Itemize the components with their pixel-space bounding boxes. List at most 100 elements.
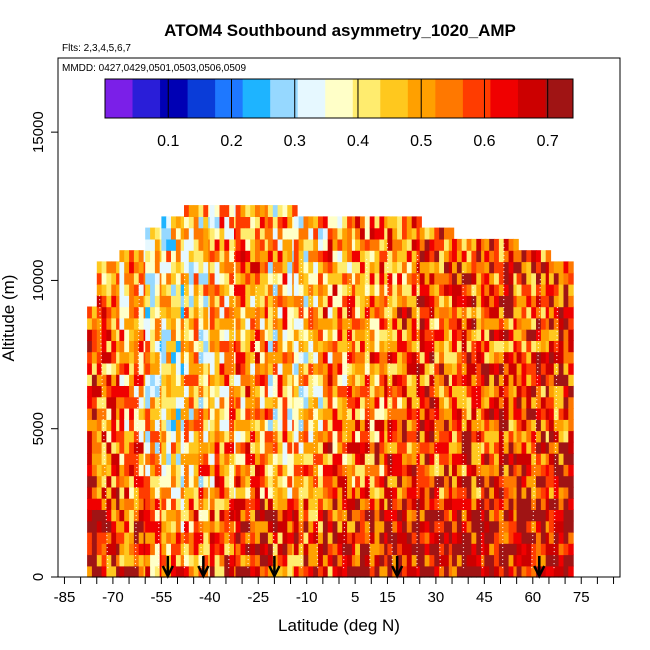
heatmap-cell (203, 453, 209, 465)
heatmap-cell (119, 261, 125, 274)
heatmap-cell (124, 329, 130, 341)
heatmap-cell (374, 295, 380, 308)
heatmap-cell (171, 385, 177, 398)
heatmap-cell (219, 272, 225, 285)
heatmap-cell (419, 374, 426, 386)
heatmap-cell (494, 419, 500, 432)
heatmap-cell (96, 565, 103, 578)
heatmap-cell (277, 520, 283, 533)
heatmap-cell (516, 340, 522, 353)
heatmap-cell (235, 441, 241, 454)
heatmap-cell (332, 216, 338, 229)
heatmap-cell (124, 317, 130, 330)
heatmap-cell (171, 441, 177, 454)
heatmap-cell (548, 340, 555, 353)
heatmap-cell (245, 284, 251, 296)
heatmap-cell (563, 272, 569, 285)
heatmap-cell (116, 374, 122, 386)
heatmap-cell (374, 520, 380, 533)
heatmap-cell (369, 475, 376, 488)
heatmap-cell (96, 475, 103, 488)
heatmap-cell (161, 441, 167, 454)
heatmap-cell (387, 419, 393, 432)
heatmap-cell (111, 284, 117, 296)
heatmap-cell (489, 317, 495, 330)
heatmap-cell (364, 464, 371, 477)
heatmap-cell (287, 543, 293, 556)
heatmap-cell (424, 509, 430, 522)
heatmap-cell (411, 385, 418, 398)
heatmap-cell (119, 284, 125, 296)
heatmap-cell (548, 464, 555, 477)
heatmap-cell (513, 430, 519, 443)
heatmap-cell (175, 531, 182, 544)
heatmap-cell (119, 419, 125, 432)
heatmap-cell (563, 430, 569, 443)
heatmap-cell (287, 464, 293, 477)
heatmap-cell (461, 351, 468, 364)
x-tick-label: 30 (428, 589, 445, 606)
heatmap-cell (267, 475, 274, 488)
heatmap-cell (87, 441, 93, 454)
heatmap-cell (161, 317, 167, 330)
heatmap-cell (184, 554, 190, 567)
heatmap-cell (374, 238, 380, 251)
heatmap-cell (240, 531, 246, 544)
heatmap-cell (439, 295, 445, 308)
heatmap-cell (214, 317, 220, 330)
heatmap-cell (563, 509, 569, 522)
heatmap-cell (116, 520, 122, 533)
heatmap-cell (508, 250, 514, 263)
heatmap-cell (461, 385, 468, 398)
heatmap-cell (180, 543, 187, 556)
heatmap-cell (267, 419, 274, 432)
heatmap-cell (209, 396, 216, 409)
heatmap-cell (224, 238, 230, 251)
heatmap-cell (452, 238, 458, 251)
heatmap-cell (322, 284, 329, 296)
heatmap-cell (166, 250, 172, 263)
heatmap-cell (489, 453, 495, 465)
heatmap-cell (250, 261, 256, 274)
heatmap-cell (240, 565, 246, 578)
heatmap-cell (484, 238, 490, 251)
heatmap-cell (313, 453, 319, 465)
heatmap-cell (308, 306, 314, 319)
heatmap-cell (106, 531, 112, 544)
heatmap-cell (282, 385, 288, 398)
heatmap-cell (516, 554, 522, 567)
heatmap-cell (360, 543, 366, 556)
heatmap-cell (452, 351, 458, 364)
heatmap-cell (327, 475, 334, 488)
heatmap-cell (503, 329, 510, 341)
heatmap-cell (87, 329, 93, 341)
heatmap-cell (558, 475, 564, 488)
heatmap-cell (419, 543, 426, 556)
heatmap-cell (124, 306, 130, 319)
heatmap-cell (264, 441, 271, 454)
heatmap-cell (259, 554, 266, 567)
heatmap-cell (448, 509, 455, 522)
heatmap-cell (166, 374, 172, 386)
heatmap-cell (184, 441, 190, 454)
heatmap-cell (466, 385, 472, 398)
heatmap-cell (308, 261, 314, 274)
heatmap-cell (411, 216, 418, 229)
heatmap-cell (536, 250, 542, 263)
heatmap-cell (461, 531, 468, 544)
heatmap-cell (277, 464, 283, 477)
heatmap-cell (392, 216, 398, 229)
heatmap-cell (355, 464, 361, 477)
heatmap-cell (119, 453, 125, 465)
heatmap-cell (369, 486, 376, 499)
heatmap-cell (452, 284, 458, 296)
heatmap-cell (313, 306, 319, 319)
heatmap-cell (245, 419, 251, 432)
heatmap-cell (161, 464, 167, 477)
heatmap-cell (456, 408, 463, 420)
heatmap-cell (466, 565, 472, 578)
heatmap-cell (489, 408, 495, 420)
heatmap-cell (106, 261, 112, 274)
heatmap-cell (219, 306, 225, 319)
heatmap-cell (411, 250, 418, 263)
